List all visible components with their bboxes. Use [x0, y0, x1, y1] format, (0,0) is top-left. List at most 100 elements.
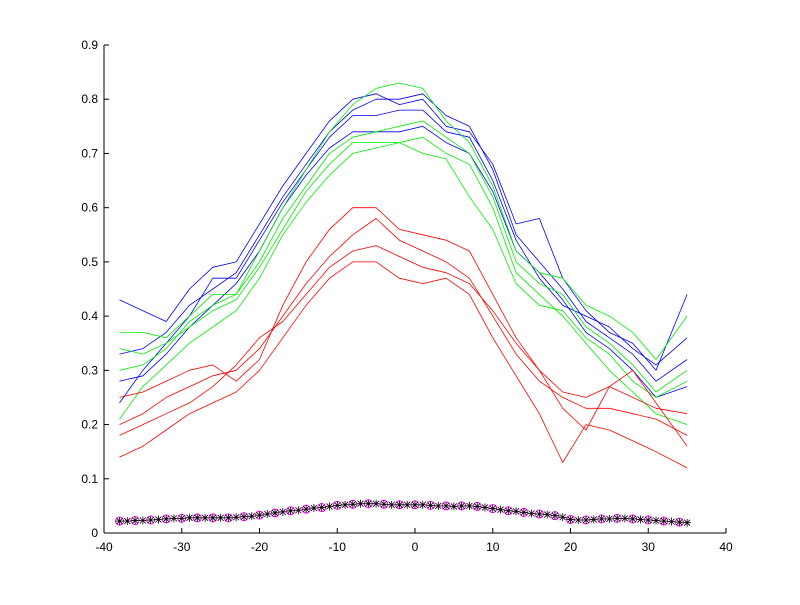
- x-tick-label: 20: [564, 540, 578, 554]
- asterisk-marker: [418, 500, 427, 509]
- asterisk-marker: [473, 502, 482, 511]
- asterisk-marker: [527, 509, 536, 518]
- asterisk-marker: [162, 514, 171, 523]
- asterisk-marker: [411, 500, 419, 509]
- asterisk-marker: [480, 503, 489, 512]
- asterisk-marker: [379, 500, 388, 509]
- asterisk-marker: [512, 507, 521, 516]
- asterisk-marker: [224, 513, 233, 522]
- asterisk-marker: [636, 515, 645, 524]
- asterisk-marker: [449, 502, 458, 511]
- asterisk-marker: [403, 500, 412, 509]
- asterisk-marker: [201, 513, 210, 522]
- asterisk-marker: [550, 511, 559, 520]
- asterisk-marker: [278, 507, 287, 516]
- asterisk-marker: [628, 514, 637, 523]
- asterisk-marker: [169, 514, 178, 523]
- y-tick-label: 0.8: [81, 92, 98, 106]
- asterisk-marker: [177, 514, 186, 523]
- asterisk-marker: [309, 504, 318, 513]
- asterisk-marker: [605, 514, 614, 523]
- asterisk-marker: [597, 514, 606, 523]
- asterisk-marker: [255, 511, 264, 520]
- asterisk-marker: [239, 512, 248, 521]
- asterisk-marker: [364, 499, 373, 508]
- asterisk-marker: [589, 515, 598, 524]
- asterisk-marker: [519, 508, 528, 517]
- asterisk-marker: [247, 512, 256, 521]
- asterisk-marker: [667, 517, 676, 526]
- y-tick-label: 0.4: [81, 309, 98, 323]
- asterisk-marker: [566, 515, 575, 524]
- asterisk-marker: [348, 500, 357, 509]
- y-tick-label: 0.3: [81, 363, 98, 377]
- series-line-1: [119, 93, 688, 371]
- asterisk-marker: [465, 501, 474, 510]
- x-tick-label: -20: [251, 540, 269, 554]
- asterisk-marker: [325, 502, 334, 511]
- asterisk-marker: [659, 517, 668, 526]
- asterisk-marker: [232, 513, 241, 522]
- asterisk-marker: [620, 514, 629, 523]
- asterisk-marker: [535, 510, 544, 519]
- asterisk-marker: [496, 505, 505, 514]
- asterisk-marker: [644, 515, 653, 524]
- asterisk-marker: [574, 515, 583, 524]
- series-line-0: [119, 93, 688, 382]
- asterisk-marker: [457, 501, 466, 510]
- asterisk-marker: [434, 501, 443, 510]
- series-line-5: [119, 82, 688, 360]
- asterisk-marker: [294, 506, 303, 515]
- asterisk-marker: [613, 514, 622, 523]
- y-tick-label: 0.5: [81, 255, 98, 269]
- asterisk-marker: [333, 501, 342, 510]
- axes: [103, 44, 727, 534]
- asterisk-marker: [356, 499, 365, 508]
- series-lines: [119, 82, 688, 469]
- asterisk-marker: [131, 516, 140, 525]
- asterisk-marker: [558, 513, 567, 522]
- y-tick-label: 0.1: [81, 472, 98, 486]
- asterisk-marker: [154, 515, 163, 524]
- asterisk-marker: [675, 518, 684, 527]
- y-tick-label: 0.6: [81, 201, 98, 215]
- asterisk-marker: [442, 501, 451, 510]
- asterisk-marker: [426, 501, 435, 510]
- asterisk-marker: [683, 518, 692, 527]
- asterisk-marker: [286, 506, 295, 515]
- tick-labels: -40 -30 -20 -10 0 10 20 30 40 0 0.1 0.2 0.3 0.4 0.5 0.6…: [81, 38, 733, 554]
- series-line-6: [119, 136, 688, 425]
- x-tick-label: 0: [412, 540, 419, 554]
- asterisk-marker: [146, 515, 155, 524]
- asterisk-marker: [372, 499, 381, 508]
- asterisk-marker: [115, 517, 124, 526]
- asterisk-marker: [138, 516, 147, 525]
- series-line-9: [119, 261, 688, 469]
- series-line-4: [119, 120, 688, 393]
- asterisk-marker: [185, 513, 194, 522]
- asterisk-marker: [488, 504, 497, 513]
- series-line-2: [119, 125, 688, 398]
- asterisk-marker: [652, 516, 661, 525]
- series-line-10: [119, 207, 688, 415]
- asterisk-marker: [193, 513, 202, 522]
- asterisk-marker: [341, 500, 350, 509]
- asterisk-marker: [387, 500, 396, 509]
- series-line-7: [119, 142, 688, 398]
- asterisk-marker: [271, 508, 280, 517]
- asterisk-marker: [543, 510, 552, 519]
- asterisk-marker: [302, 505, 311, 514]
- series-line-8: [119, 218, 688, 436]
- x-tick-label: -30: [173, 540, 191, 554]
- x-tick-label: 30: [642, 540, 656, 554]
- series-line-3: [119, 109, 688, 404]
- asterisk-marker: [263, 510, 272, 519]
- y-tick-label: 0.9: [81, 38, 98, 52]
- series-line-11: [119, 245, 688, 447]
- y-tick-label: 0.2: [81, 418, 98, 432]
- x-tick-label: 10: [486, 540, 500, 554]
- asterisk-marker: [216, 513, 225, 522]
- asterisk-marker: [208, 513, 217, 522]
- asterisk-marker: [504, 506, 513, 515]
